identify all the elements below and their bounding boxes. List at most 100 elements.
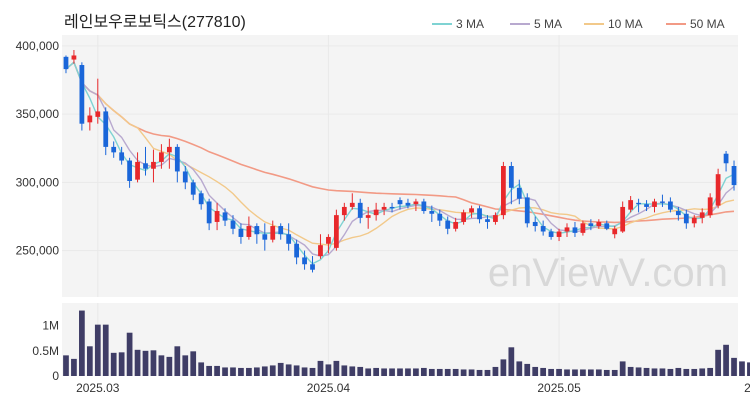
candle [572, 221, 578, 237]
volume-bar [317, 360, 324, 376]
volume-bar [444, 368, 451, 376]
candle-body [556, 231, 562, 237]
candle [453, 217, 459, 232]
candle [135, 152, 140, 183]
price-panel-bg [62, 35, 738, 297]
volume-bar [253, 367, 260, 376]
candle-body [620, 206, 626, 232]
volume-bar [269, 365, 276, 376]
candle [628, 196, 634, 213]
candle-body [111, 146, 117, 153]
candle-body [174, 146, 180, 172]
date-tick-label: 2025.04 [307, 381, 351, 395]
volume-bar [166, 356, 173, 376]
volume-bar [683, 368, 690, 376]
candle [540, 220, 546, 236]
volume-bar [492, 366, 499, 376]
candle-body [516, 187, 522, 199]
candle-body [564, 227, 570, 232]
price-tick-label: 300,000 [16, 175, 60, 189]
candle-body [501, 166, 506, 216]
candle-body [437, 213, 443, 221]
candle [715, 168, 721, 209]
candle-body [469, 208, 474, 213]
candle-body [715, 174, 721, 206]
volume-bar [460, 369, 467, 376]
candle [723, 150, 729, 172]
volume-bar [595, 369, 602, 376]
candle-body [326, 236, 331, 244]
volume-bar [643, 367, 650, 376]
volume-bar [285, 364, 292, 376]
candle-body [286, 234, 292, 244]
candle [143, 146, 148, 176]
candle-body [238, 228, 244, 237]
candle-body [485, 219, 490, 222]
legend-label: 3 MA [456, 17, 484, 31]
candle-body [214, 211, 220, 222]
candle-body [572, 227, 578, 233]
volume-bar [603, 369, 610, 376]
candle-body [723, 153, 729, 164]
candle [556, 228, 562, 242]
candle-body [580, 223, 586, 233]
candle-body [302, 257, 307, 265]
legend-item: 50 MA [666, 17, 725, 31]
candle-body [166, 146, 172, 153]
candle [127, 157, 132, 188]
volume-tick-label: 0.5M [32, 344, 59, 358]
candle [302, 250, 307, 270]
volume-bar [246, 367, 252, 376]
legend-item: 10 MA [584, 17, 643, 31]
candle-body [198, 193, 204, 205]
volume-bar [126, 332, 133, 376]
legend-item: 3 MA [432, 17, 484, 31]
volume-bar [277, 362, 284, 376]
candle-body [159, 152, 164, 162]
candle-body [524, 197, 530, 224]
volume-bar [142, 350, 149, 376]
candle [699, 208, 705, 224]
volume-bar [71, 358, 77, 376]
candle-body [262, 234, 268, 240]
volume-bar [325, 364, 332, 376]
price-tick-label: 400,000 [16, 39, 60, 53]
volume-bar [118, 352, 125, 376]
candle-body [103, 111, 109, 147]
candle-body [341, 206, 347, 216]
candle-body [143, 163, 148, 169]
candle-body [445, 220, 451, 229]
volume-bar [580, 369, 586, 376]
volume-bar [659, 368, 666, 376]
candle [644, 200, 649, 212]
candle-body [119, 152, 125, 161]
candle-body [230, 220, 236, 229]
volume-bar [86, 346, 93, 376]
candle-body [357, 202, 363, 218]
volume-bar [413, 368, 419, 376]
candle [71, 50, 77, 64]
volume-bar [564, 369, 570, 376]
volume-bar [524, 363, 531, 376]
volume-bar [476, 369, 483, 376]
volume-bar [381, 368, 387, 376]
candle [151, 149, 156, 183]
candle-body [365, 215, 371, 218]
candle-body [71, 55, 77, 60]
candle [238, 223, 244, 244]
volume-bar [357, 366, 364, 376]
volume-bar [723, 344, 729, 376]
volume-bar [556, 368, 562, 376]
volume-bar [365, 368, 372, 376]
candle-body [87, 115, 93, 123]
candle [707, 193, 713, 218]
candle-body [397, 200, 403, 205]
volume-bar [79, 310, 85, 376]
volume-bar [715, 349, 721, 376]
candle-body [699, 212, 705, 218]
volume-bar [309, 367, 316, 376]
volume-bar [532, 366, 539, 376]
candle-body [691, 217, 697, 224]
candle [190, 179, 196, 201]
volume-bar [572, 369, 578, 376]
